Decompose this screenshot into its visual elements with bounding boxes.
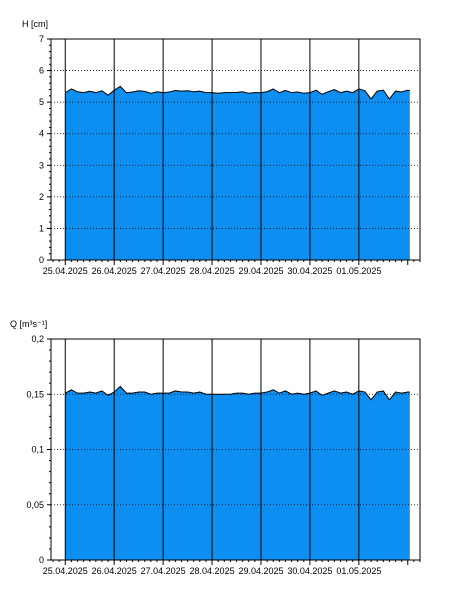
x-tick-label: 29.04.2025 xyxy=(238,266,283,276)
series-area xyxy=(65,86,410,260)
y-tick-label: 0,15 xyxy=(26,389,44,399)
x-tick-label: 27.04.2025 xyxy=(141,566,186,576)
y-tick-label: 0 xyxy=(39,555,44,565)
y-tick-label: 0,2 xyxy=(31,334,44,344)
chart-panel-2: 0 0,05 0,1 0,15 0,2 25.04.2025 26.04.2025 27.04… xyxy=(10,319,421,576)
y-tick-label: 2 xyxy=(39,192,44,202)
x-tick-label: 27.04.2025 xyxy=(141,266,186,276)
x-tick-label: 28.04.2025 xyxy=(190,566,235,576)
y-tick-label: 5 xyxy=(39,97,44,107)
y-tick-label: 7 xyxy=(39,34,44,44)
y-tick-label: 4 xyxy=(39,129,44,139)
y-tick-label: 6 xyxy=(39,66,44,76)
y-tick-label: 1 xyxy=(39,223,44,233)
x-tick-label: 29.04.2025 xyxy=(238,566,283,576)
x-tick-label: 26.04.2025 xyxy=(92,566,137,576)
x-tick-label: 30.04.2025 xyxy=(287,566,332,576)
series-area xyxy=(65,386,410,560)
y-tick-label: 0 xyxy=(39,255,44,265)
series-line xyxy=(65,85,410,100)
plot-frame xyxy=(50,38,421,261)
x-tick-label: 25.04.2025 xyxy=(43,566,88,576)
x-tick-label: 28.04.2025 xyxy=(190,266,235,276)
x-tick-label: 01.05.2025 xyxy=(336,566,381,576)
chart-panel-1: 0 1 2 3 4 5 6 7 25.04.2025 26.04.2025 27.04.2025 28… xyxy=(22,19,421,276)
y-tick-label: 3 xyxy=(39,160,44,170)
x-tick-label: 30.04.2025 xyxy=(287,266,332,276)
series-line xyxy=(65,385,410,401)
x-tick-label: 26.04.2025 xyxy=(92,266,137,276)
y-axis-title: H [cm] xyxy=(22,19,48,29)
x-tick-label: 25.04.2025 xyxy=(43,266,88,276)
y-tick-label: 0,05 xyxy=(26,500,44,510)
y-axis-title: Q [m³s⁻¹] xyxy=(10,319,47,329)
x-tick-label: 01.05.2025 xyxy=(336,266,381,276)
y-tick-label: 0,1 xyxy=(31,445,44,455)
